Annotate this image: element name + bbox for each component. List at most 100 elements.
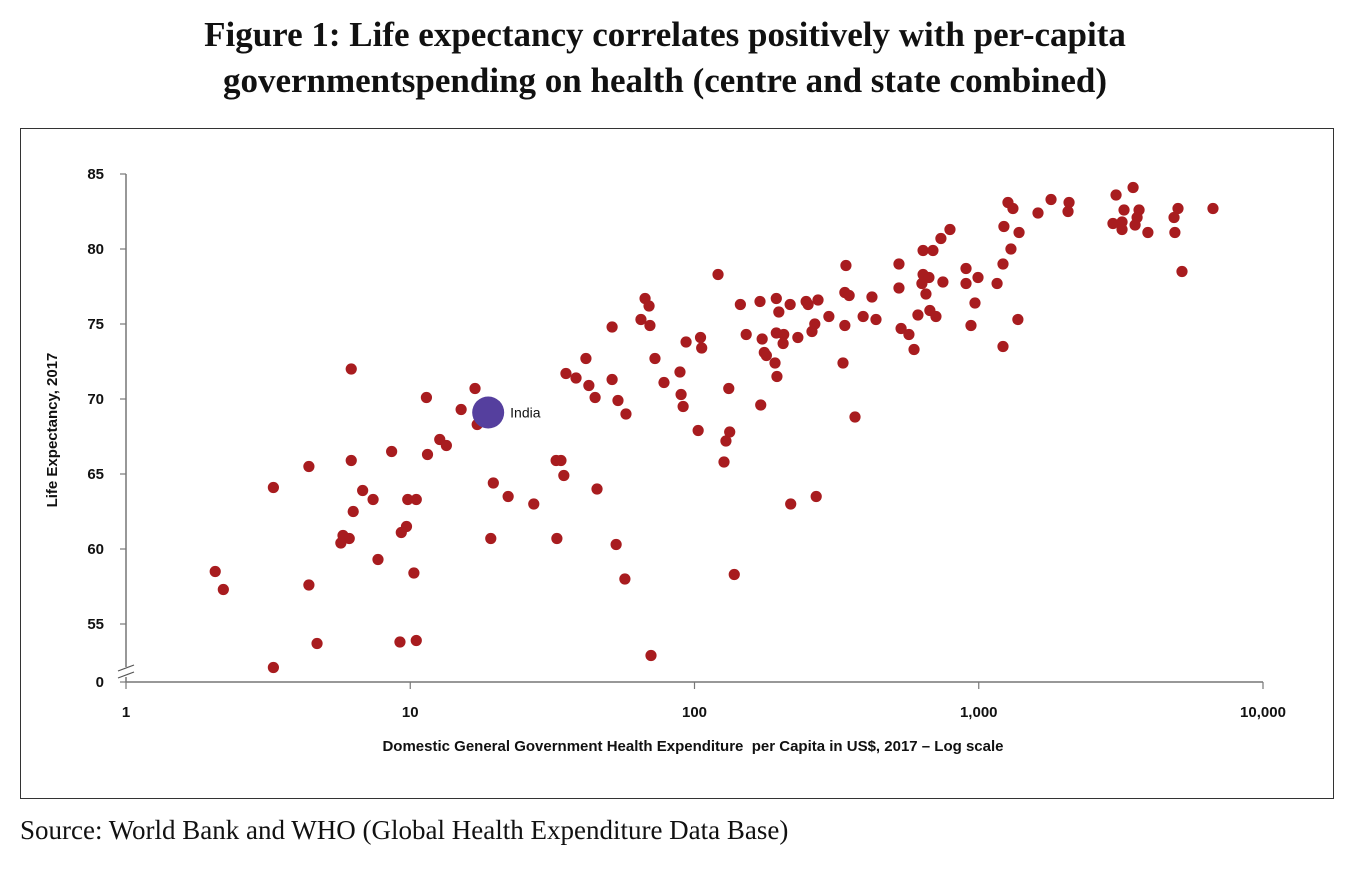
axes (116, 174, 1263, 683)
country-point (1045, 193, 1057, 206)
country-point (927, 244, 939, 257)
axis-break-icon (116, 664, 136, 679)
country-point (583, 379, 595, 392)
country-point (649, 352, 661, 365)
country-point (347, 505, 359, 518)
y-tick-label: 60 (87, 541, 104, 558)
country-point (960, 277, 972, 290)
country-point (551, 532, 563, 545)
country-point (754, 295, 766, 308)
country-point (1129, 219, 1141, 231)
country-point (740, 328, 752, 341)
country-point (440, 439, 452, 452)
country-point (267, 481, 279, 494)
country-point (694, 331, 707, 344)
x-tick-label: 10,000 (1240, 704, 1286, 721)
india-label: India (510, 405, 541, 421)
country-point (502, 490, 514, 503)
country-point (1005, 243, 1017, 255)
country-point (937, 276, 949, 288)
country-point (777, 337, 789, 350)
country-point (1169, 226, 1181, 239)
india-point (472, 396, 505, 429)
country-point (620, 408, 632, 420)
country-point (619, 573, 631, 585)
country-point (606, 373, 618, 386)
country-point (420, 391, 433, 404)
country-point (965, 319, 977, 332)
country-point (267, 661, 279, 674)
country-point (893, 258, 905, 270)
country-point (410, 634, 422, 647)
country-point (756, 333, 768, 345)
y-tick-label: 80 (87, 241, 104, 258)
country-point (760, 349, 772, 362)
country-point (823, 310, 835, 323)
country-point (784, 298, 796, 311)
country-point (972, 271, 984, 284)
country-point (303, 579, 315, 591)
country-point (591, 483, 603, 495)
data-points (209, 181, 1219, 674)
y-tick-label: 55 (87, 616, 104, 633)
country-point (402, 493, 414, 506)
country-point (806, 325, 818, 338)
country-point (895, 322, 907, 335)
country-point (912, 309, 924, 321)
x-tick-label: 1,000 (960, 704, 998, 721)
country-point (837, 357, 849, 369)
country-point (696, 342, 708, 354)
y-tick-label: 75 (87, 316, 104, 333)
country-point (920, 288, 932, 300)
country-point (810, 490, 822, 503)
country-point (357, 484, 369, 497)
country-point (1032, 207, 1044, 219)
country-point (372, 553, 384, 566)
country-point (718, 456, 730, 468)
x-tick-label: 10 (402, 704, 419, 721)
country-point (677, 400, 689, 413)
country-point (367, 493, 379, 506)
figure-title-line1: Figure 1: Life expectancy correlates pos… (204, 15, 1126, 54)
country-point (755, 399, 767, 411)
country-point (728, 568, 740, 581)
country-point (1007, 202, 1019, 215)
country-point (771, 370, 783, 383)
country-point (1176, 265, 1188, 278)
figure-title-line2: governmentspending on health (centre and… (222, 61, 1108, 100)
country-point (769, 357, 781, 369)
country-point (720, 435, 732, 447)
country-point (421, 448, 434, 461)
country-point (1013, 226, 1025, 239)
country-point (311, 637, 323, 650)
country-point (723, 382, 735, 395)
country-point (1107, 217, 1119, 230)
country-point (560, 367, 572, 380)
figure-title: Figure 1: Life expectancy correlates pos… (0, 12, 1330, 104)
country-point (991, 277, 1003, 290)
country-point (335, 537, 347, 549)
country-point (645, 649, 657, 662)
country-point (1062, 205, 1074, 218)
country-point (712, 268, 724, 281)
country-point (930, 310, 942, 323)
country-point (209, 565, 221, 578)
country-point (485, 532, 497, 545)
country-point (612, 394, 624, 407)
country-point (680, 336, 692, 348)
country-point (998, 220, 1010, 233)
country-point (935, 232, 947, 245)
country-point (217, 583, 229, 596)
country-point (692, 424, 704, 437)
country-point (658, 376, 670, 389)
country-point (675, 388, 687, 401)
country-point (724, 426, 736, 438)
country-point (395, 526, 407, 539)
x-tick-label: 100 (682, 704, 707, 721)
y-tick-label: 85 (87, 166, 104, 183)
country-point (969, 297, 981, 309)
country-point (386, 445, 398, 458)
country-point (635, 313, 647, 326)
source-note: Source: World Bank and WHO (Global Healt… (20, 815, 789, 845)
